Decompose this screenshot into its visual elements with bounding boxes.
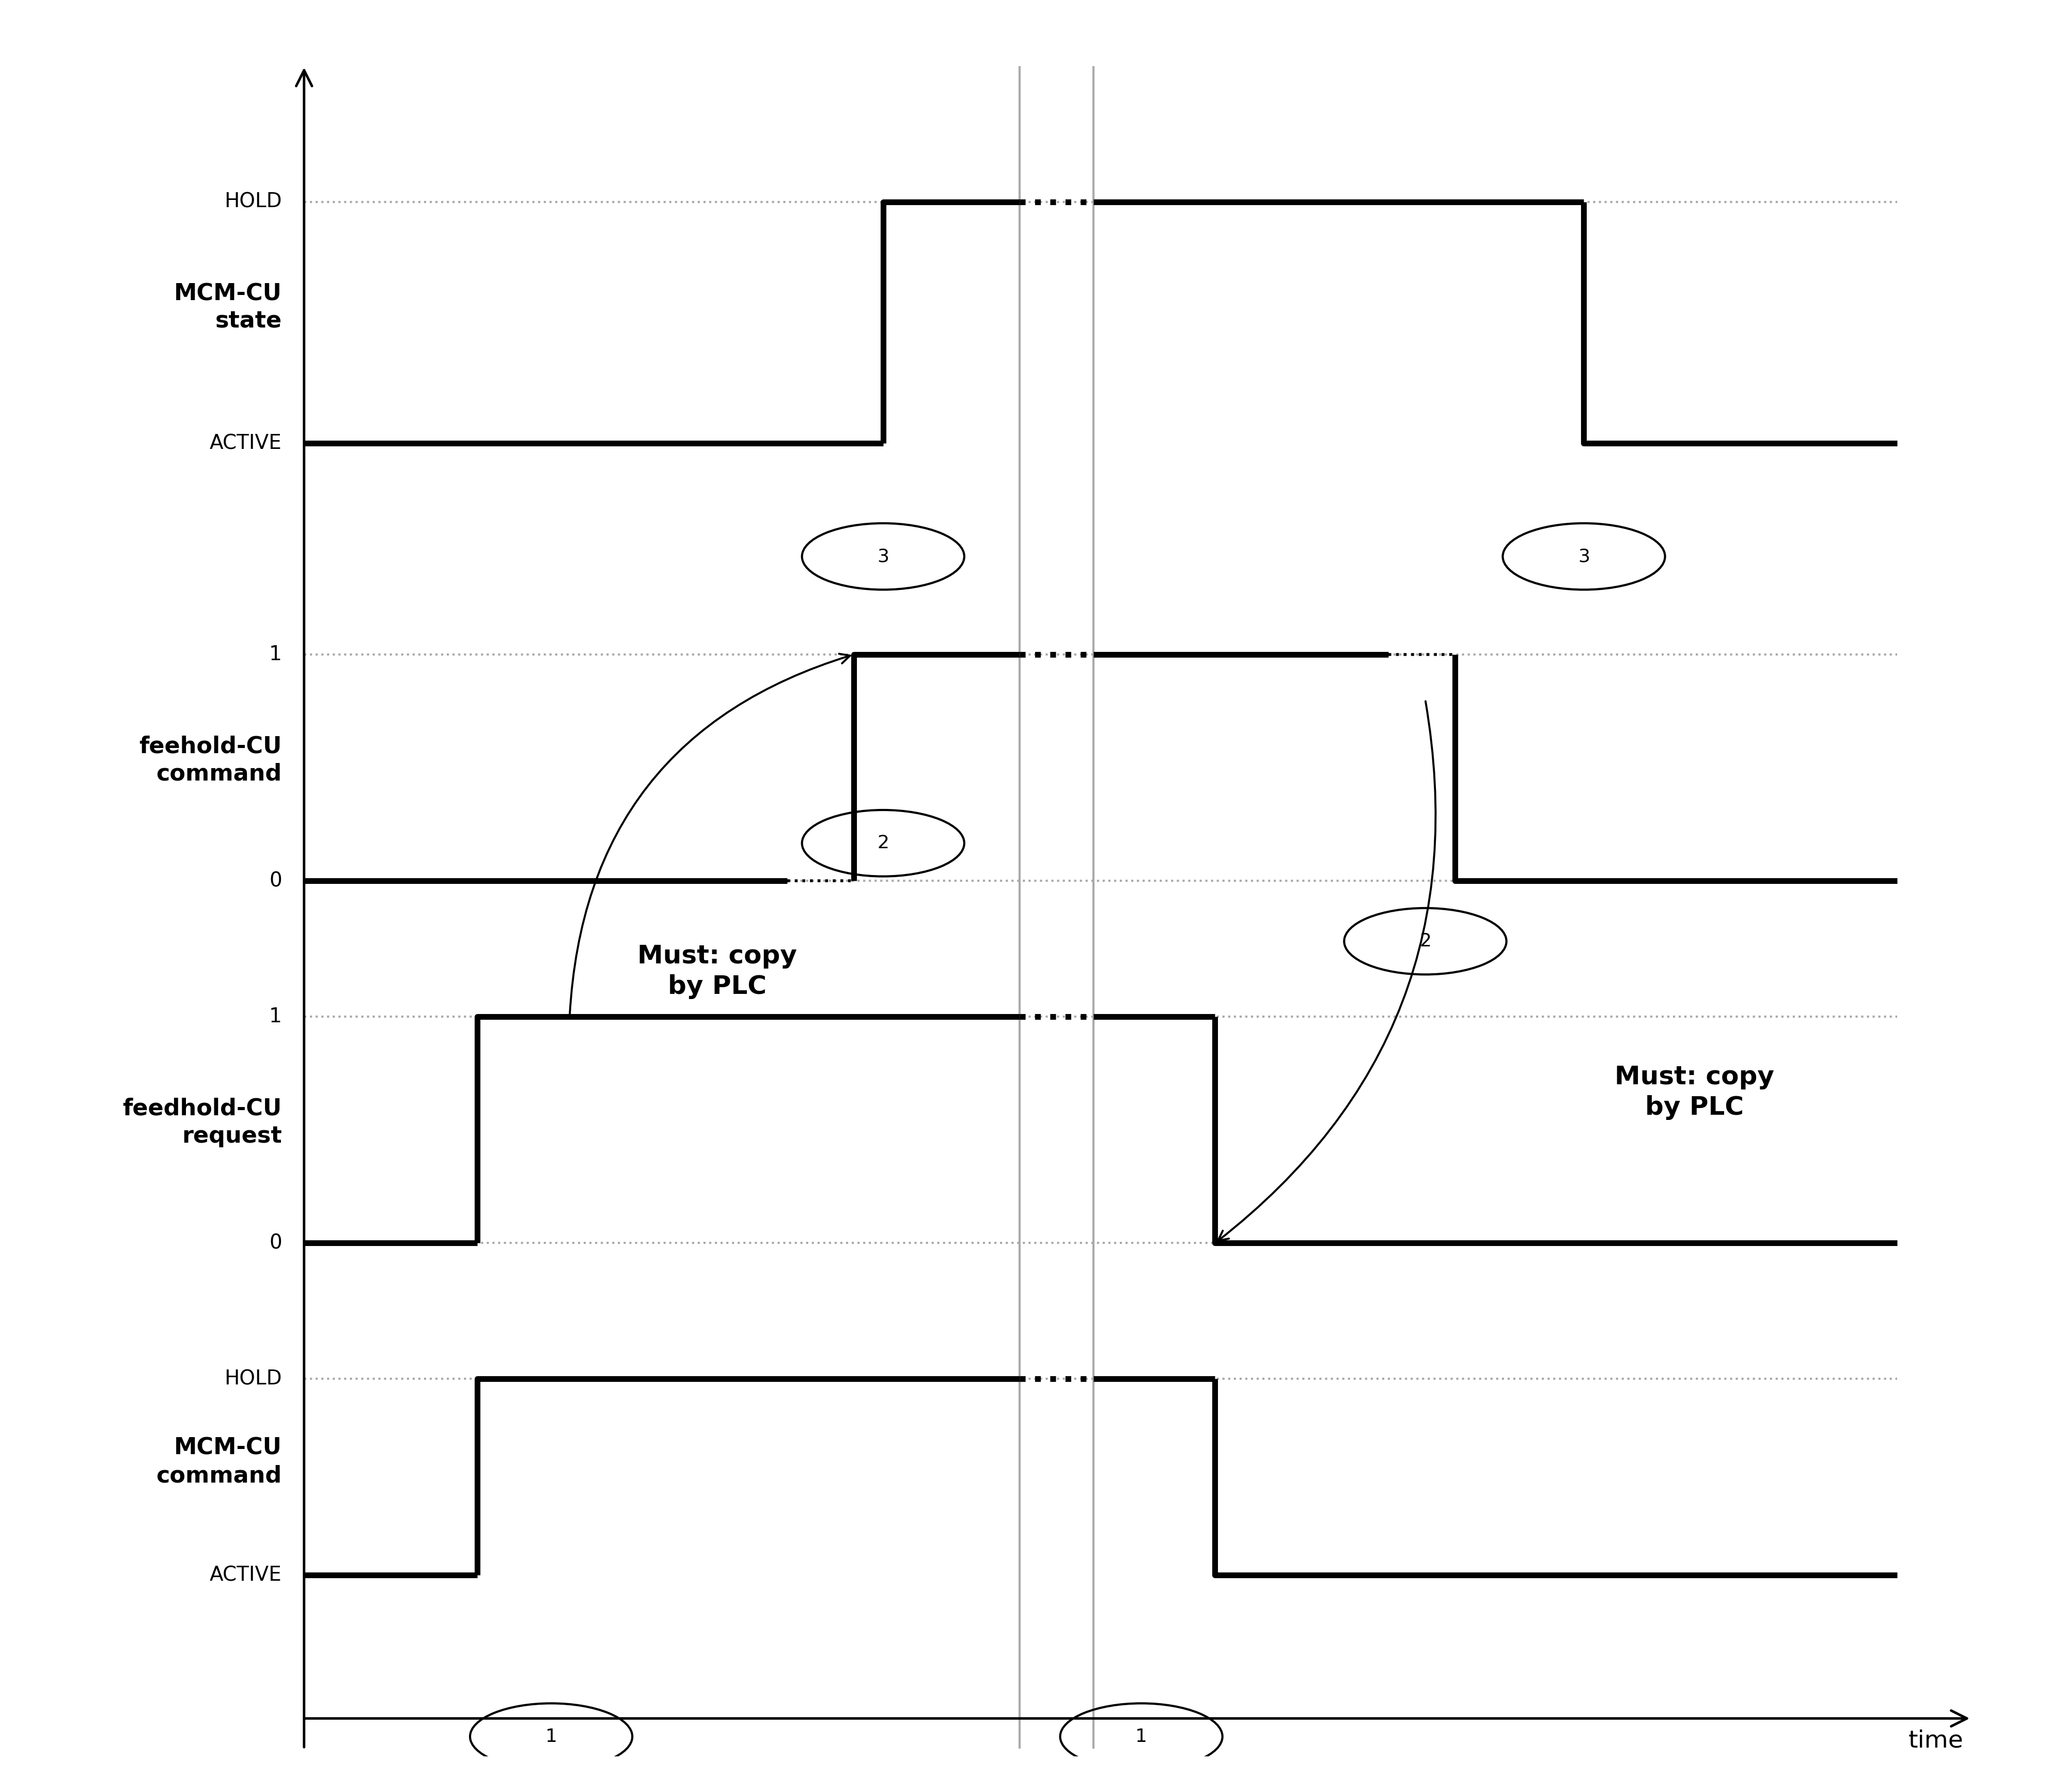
Text: MCM-CU
command: MCM-CU command — [156, 1437, 283, 1487]
Text: feehold-CU
command: feehold-CU command — [139, 735, 283, 785]
Text: 1: 1 — [545, 1727, 557, 1745]
Text: ACTIVE: ACTIVE — [209, 434, 283, 453]
Text: 2: 2 — [1420, 932, 1430, 950]
Text: HOLD: HOLD — [223, 192, 283, 211]
Text: 0: 0 — [268, 1233, 283, 1253]
Text: 1: 1 — [1135, 1727, 1147, 1745]
Text: MCM-CU
state: MCM-CU state — [174, 283, 283, 332]
Text: 3: 3 — [1578, 548, 1590, 564]
Text: ACTIVE: ACTIVE — [209, 1564, 283, 1584]
Text: 3: 3 — [877, 548, 889, 564]
Text: 0: 0 — [268, 871, 283, 891]
Text: 1: 1 — [268, 1007, 283, 1027]
Text: HOLD: HOLD — [223, 1369, 283, 1389]
Text: 1: 1 — [268, 645, 283, 665]
Text: feedhold-CU
request: feedhold-CU request — [123, 1097, 283, 1147]
Text: Must: copy
by PLC: Must: copy by PLC — [1615, 1064, 1774, 1120]
Text: Must: copy
by PLC: Must: copy by PLC — [637, 944, 797, 1000]
Text: time: time — [1908, 1729, 1963, 1753]
Text: 2: 2 — [877, 835, 889, 851]
